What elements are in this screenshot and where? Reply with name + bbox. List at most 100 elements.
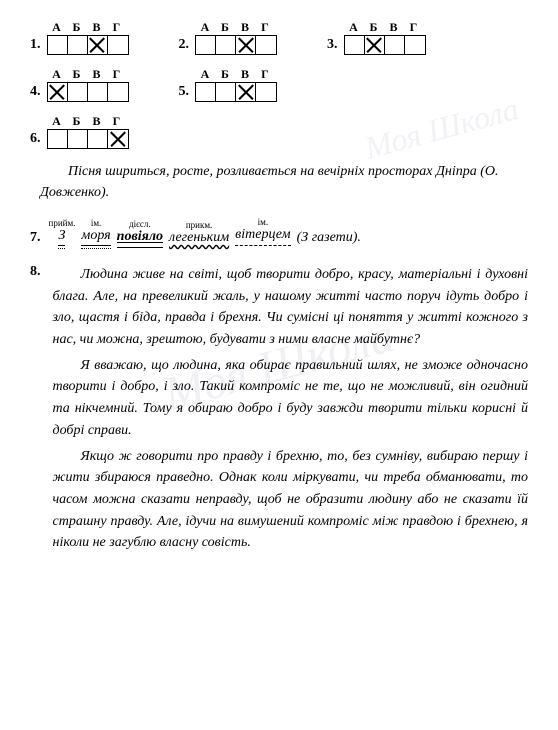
cell-marked bbox=[365, 36, 385, 54]
word: З bbox=[58, 228, 65, 246]
word-2: ім. моря bbox=[81, 218, 110, 246]
mc-grid: А Б В Г bbox=[47, 67, 129, 102]
cell bbox=[108, 83, 128, 101]
mc-cells bbox=[195, 82, 277, 102]
cell bbox=[196, 83, 216, 101]
cell bbox=[216, 83, 236, 101]
cell bbox=[48, 130, 68, 148]
word-5: ім. вітерцем bbox=[235, 217, 290, 246]
cell bbox=[68, 83, 88, 101]
question-7: 7. прийм. З ім. моря дієсл. повіяло прик… bbox=[30, 217, 528, 246]
word-4: прикм. легеньким bbox=[169, 220, 229, 246]
hdr-v: В bbox=[235, 20, 255, 35]
question-8: 8. Людина живе на світі, щоб творити доб… bbox=[30, 264, 528, 558]
cell bbox=[68, 130, 88, 148]
hdr-b: Б bbox=[364, 20, 384, 35]
q7-sentence: прийм. З ім. моря дієсл. повіяло прикм. … bbox=[49, 217, 361, 246]
hdr-v: В bbox=[384, 20, 404, 35]
word-bold: повіяло bbox=[117, 229, 163, 244]
cell bbox=[216, 36, 236, 54]
mc-grid: А Б В Г bbox=[47, 20, 129, 55]
mc-cells bbox=[344, 35, 426, 55]
hdr-v: В bbox=[87, 20, 107, 35]
hdr-g: Г bbox=[255, 67, 275, 82]
hdr-a: А bbox=[47, 67, 67, 82]
para-3: Якщо ж говорити про правду і брехню, то,… bbox=[53, 446, 529, 554]
hdr-b: Б bbox=[215, 67, 235, 82]
para-2: Я вважаю, що людина, яка обирає правильн… bbox=[53, 355, 529, 442]
cell bbox=[68, 36, 88, 54]
mc-grid: А Б В Г bbox=[344, 20, 426, 55]
mc-cells bbox=[47, 35, 129, 55]
mc-grid: А Б В Г bbox=[47, 114, 129, 149]
hdr-v: В bbox=[87, 67, 107, 82]
mc-cells bbox=[195, 35, 277, 55]
mc-row-3: 6. А Б В Г bbox=[30, 114, 528, 149]
cell bbox=[108, 36, 128, 54]
hdr-b: Б bbox=[67, 114, 87, 129]
para-1: Людина живе на світі, щоб творити добро,… bbox=[53, 264, 529, 351]
hdr-a: А bbox=[195, 20, 215, 35]
cell-marked bbox=[236, 83, 256, 101]
pos: прийм. bbox=[49, 218, 76, 228]
mc-cells bbox=[47, 82, 129, 102]
cell-marked bbox=[108, 130, 128, 148]
cell bbox=[345, 36, 365, 54]
word: вітерцем bbox=[235, 227, 290, 246]
mc-cells bbox=[47, 129, 129, 149]
q-num: 1. bbox=[30, 37, 41, 55]
hdr-a: А bbox=[344, 20, 364, 35]
page-content: 1. А Б В Г 2. А bbox=[30, 20, 528, 558]
mc-q2: 2. А Б В Г bbox=[179, 20, 278, 55]
sentence-6: Пісня шириться, росте, розливається на в… bbox=[30, 161, 528, 203]
cell bbox=[48, 36, 68, 54]
cell bbox=[196, 36, 216, 54]
q8-essay: Людина живе на світі, щоб творити добро,… bbox=[53, 264, 529, 558]
mc-row-1: 1. А Б В Г 2. А bbox=[30, 20, 528, 55]
word: моря bbox=[81, 228, 110, 246]
mc-q3: 3. А Б В Г bbox=[327, 20, 426, 55]
cell bbox=[88, 83, 108, 101]
pos: ім. bbox=[91, 218, 101, 228]
mc-q5: 5. А Б В Г bbox=[179, 67, 278, 102]
cell bbox=[405, 36, 425, 54]
mc-grid: А Б В Г bbox=[195, 67, 277, 102]
cell bbox=[256, 36, 276, 54]
cell bbox=[385, 36, 405, 54]
hdr-g: Г bbox=[107, 114, 127, 129]
hdr-v: В bbox=[235, 67, 255, 82]
hdr-a: А bbox=[47, 20, 67, 35]
mc-grid: А Б В Г bbox=[195, 20, 277, 55]
q-num: 5. bbox=[179, 84, 190, 102]
cell bbox=[88, 130, 108, 148]
hdr-g: Г bbox=[255, 20, 275, 35]
mc-q1: 1. А Б В Г bbox=[30, 20, 129, 55]
hdr-a: А bbox=[195, 67, 215, 82]
q-num: 2. bbox=[179, 37, 190, 55]
q8-num: 8. bbox=[30, 264, 41, 558]
hdr-b: Б bbox=[215, 20, 235, 35]
hdr-g: Г bbox=[107, 67, 127, 82]
q7-num: 7. bbox=[30, 230, 41, 246]
cell-marked bbox=[48, 83, 68, 101]
hdr-b: Б bbox=[67, 67, 87, 82]
hdr-v: В bbox=[87, 114, 107, 129]
mc-q4: 4. А Б В Г bbox=[30, 67, 129, 102]
word-3: дієсл. повіяло bbox=[117, 219, 163, 246]
mc-row-2: 4. А Б В Г 5. А bbox=[30, 67, 528, 102]
q-num: 6. bbox=[30, 131, 41, 149]
pos: прикм. bbox=[186, 220, 212, 230]
hdr-a: А bbox=[47, 114, 67, 129]
pos: дієсл. bbox=[129, 219, 151, 229]
pos: ім. bbox=[258, 217, 268, 227]
word-1: прийм. З bbox=[49, 218, 76, 246]
q7-tail: (З газети). bbox=[297, 230, 361, 246]
mc-q6: 6. А Б В Г bbox=[30, 114, 129, 149]
q-num: 4. bbox=[30, 84, 41, 102]
hdr-g: Г bbox=[404, 20, 424, 35]
cell-marked bbox=[88, 36, 108, 54]
hdr-b: Б bbox=[67, 20, 87, 35]
word: повіяло bbox=[117, 229, 163, 246]
hdr-g: Г bbox=[107, 20, 127, 35]
cell-marked bbox=[236, 36, 256, 54]
